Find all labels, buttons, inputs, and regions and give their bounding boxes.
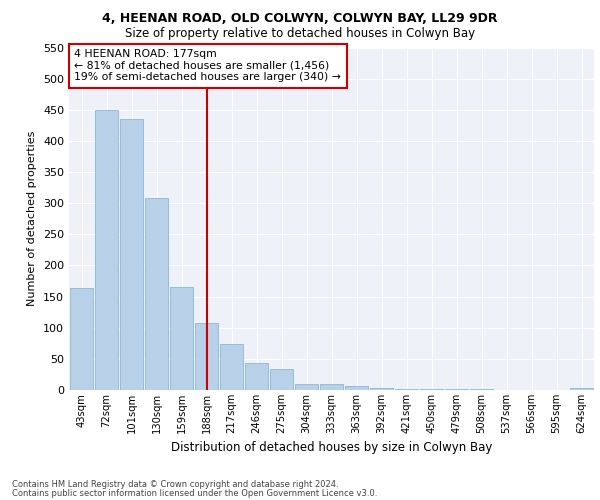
Text: 4 HEENAN ROAD: 177sqm
← 81% of detached houses are smaller (1,456)
19% of semi-d: 4 HEENAN ROAD: 177sqm ← 81% of detached … (74, 49, 341, 82)
Bar (395, 389, 418, 390)
Bar (570, 388, 593, 390)
Bar (95, 110, 118, 390)
Bar (70, 288, 93, 390)
Y-axis label: Number of detached properties: Number of detached properties (28, 131, 37, 306)
Bar (370, 388, 393, 390)
X-axis label: Distribution of detached houses by size in Colwyn Bay: Distribution of detached houses by size … (171, 442, 492, 454)
Bar (295, 384, 318, 390)
Bar (120, 119, 143, 390)
Bar (345, 386, 368, 390)
Bar (170, 287, 193, 390)
Bar (320, 384, 343, 390)
Text: Size of property relative to detached houses in Colwyn Bay: Size of property relative to detached ho… (125, 28, 475, 40)
Bar (270, 370, 293, 390)
Bar (245, 363, 268, 390)
Bar (145, 198, 168, 390)
Bar (195, 324, 218, 390)
Text: Contains public sector information licensed under the Open Government Licence v3: Contains public sector information licen… (12, 488, 377, 498)
Text: Contains HM Land Registry data © Crown copyright and database right 2024.: Contains HM Land Registry data © Crown c… (12, 480, 338, 489)
Bar (220, 344, 243, 390)
Text: 4, HEENAN ROAD, OLD COLWYN, COLWYN BAY, LL29 9DR: 4, HEENAN ROAD, OLD COLWYN, COLWYN BAY, … (102, 12, 498, 26)
